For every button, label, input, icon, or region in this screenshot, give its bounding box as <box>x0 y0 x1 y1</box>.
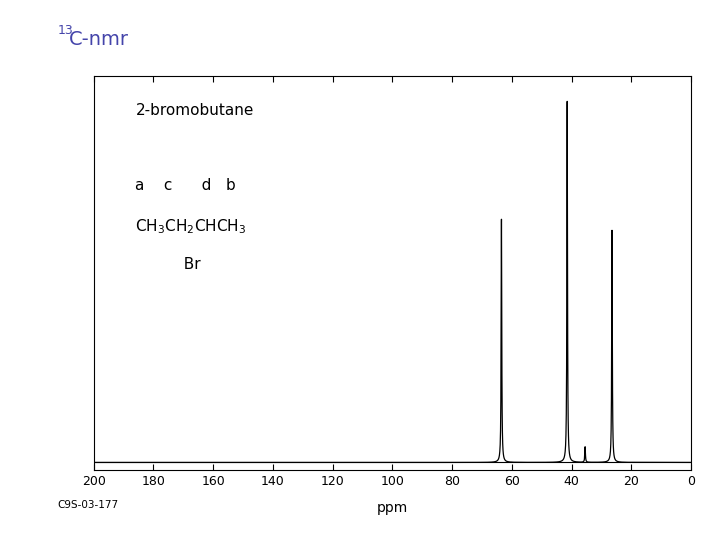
Text: a    c      d   b: a c d b <box>135 178 236 193</box>
Text: 2-bromobutane: 2-bromobutane <box>135 103 254 118</box>
Text: 13: 13 <box>58 24 73 37</box>
Text: CH$_3$CH$_2$CHCH$_3$: CH$_3$CH$_2$CHCH$_3$ <box>135 218 247 236</box>
Text: ppm: ppm <box>377 501 408 515</box>
Text: C-nmr: C-nmr <box>68 30 128 49</box>
Text: Br: Br <box>135 257 201 272</box>
Text: C9S-03-177: C9S-03-177 <box>58 500 119 510</box>
